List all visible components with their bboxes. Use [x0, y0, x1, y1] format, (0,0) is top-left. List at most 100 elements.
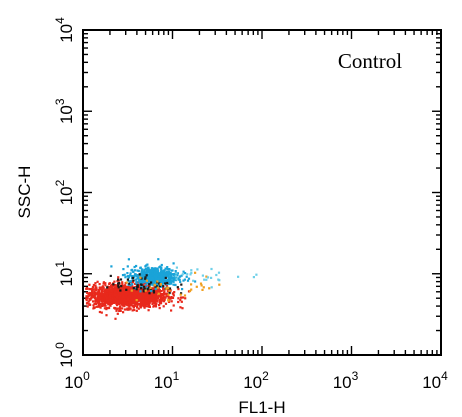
data-point	[127, 307, 130, 310]
data-point	[135, 274, 138, 277]
data-point	[170, 300, 173, 303]
data-point	[168, 282, 171, 286]
data-point	[143, 280, 146, 283]
data-point	[132, 279, 135, 282]
data-point	[127, 287, 130, 290]
data-point	[123, 308, 126, 311]
data-point	[171, 296, 175, 299]
data-point	[142, 284, 145, 287]
data-point	[190, 269, 193, 272]
data-point	[117, 286, 120, 289]
data-point	[109, 304, 112, 307]
data-point	[138, 286, 141, 289]
data-point	[129, 307, 132, 310]
data-point	[153, 274, 156, 277]
data-point	[148, 278, 151, 281]
x-tick-label: 100	[64, 369, 90, 392]
data-point	[105, 294, 109, 297]
data-point	[113, 291, 116, 295]
data-point	[192, 279, 195, 282]
data-point	[147, 309, 150, 312]
data-point	[203, 278, 206, 281]
data-point	[149, 296, 152, 299]
data-point	[151, 278, 154, 281]
data-point	[168, 291, 171, 295]
data-point	[96, 296, 99, 299]
data-point	[102, 281, 105, 284]
data-point	[86, 297, 89, 300]
data-point	[107, 295, 110, 298]
data-point	[174, 275, 177, 278]
data-point	[156, 271, 159, 274]
data-point	[139, 276, 142, 279]
data-point	[160, 290, 163, 293]
data-point	[146, 301, 149, 304]
data-point	[217, 278, 220, 281]
data-point	[131, 276, 134, 279]
data-point	[131, 268, 134, 271]
data-point	[183, 278, 186, 281]
y-tick-label: 104	[53, 17, 76, 43]
data-point	[145, 293, 148, 296]
data-point	[186, 279, 190, 282]
data-point	[96, 299, 99, 303]
x-tick-label: 103	[333, 369, 359, 392]
data-point	[188, 289, 192, 293]
data-point	[126, 285, 129, 288]
series-cloud	[125, 271, 221, 302]
data-point	[103, 302, 106, 305]
data-point	[110, 265, 113, 268]
data-point	[152, 281, 155, 284]
data-point	[121, 298, 124, 301]
data-point	[132, 304, 135, 307]
data-point	[167, 300, 171, 303]
data-point	[115, 309, 118, 312]
data-point	[117, 284, 120, 287]
data-point	[154, 278, 157, 281]
data-point	[132, 288, 135, 291]
data-point	[146, 294, 149, 297]
data-point	[168, 268, 171, 271]
data-point	[118, 308, 121, 311]
data-point	[104, 290, 107, 294]
data-point	[112, 284, 115, 287]
data-point	[137, 280, 140, 283]
data-point	[125, 288, 128, 291]
data-point	[164, 279, 167, 282]
data-point	[142, 298, 145, 301]
data-point	[164, 302, 168, 305]
data-point	[104, 289, 107, 292]
data-point	[175, 272, 178, 275]
data-point	[116, 291, 119, 294]
data-point	[123, 305, 126, 308]
data-point	[157, 292, 160, 295]
data-point	[128, 282, 131, 285]
data-point	[125, 308, 128, 311]
data-point	[210, 267, 213, 271]
data-point	[136, 296, 139, 299]
data-point	[138, 303, 141, 306]
data-point	[135, 294, 138, 297]
data-point	[173, 291, 176, 294]
data-point	[172, 294, 175, 297]
data-point	[210, 286, 213, 289]
data-point	[119, 309, 122, 312]
data-point	[116, 297, 119, 300]
data-point	[217, 271, 221, 274]
data-point	[93, 306, 96, 309]
data-point	[141, 293, 144, 296]
data-point	[158, 300, 161, 304]
data-point	[160, 294, 163, 297]
data-point	[139, 288, 142, 291]
data-point	[114, 297, 117, 301]
data-point	[164, 296, 167, 299]
data-point	[101, 285, 104, 288]
data-point	[168, 298, 171, 301]
data-point	[252, 276, 255, 279]
data-point	[102, 302, 105, 305]
data-point	[113, 294, 116, 297]
data-point	[139, 281, 143, 284]
data-point	[147, 269, 150, 272]
data-point	[132, 299, 135, 302]
data-point	[93, 302, 96, 306]
